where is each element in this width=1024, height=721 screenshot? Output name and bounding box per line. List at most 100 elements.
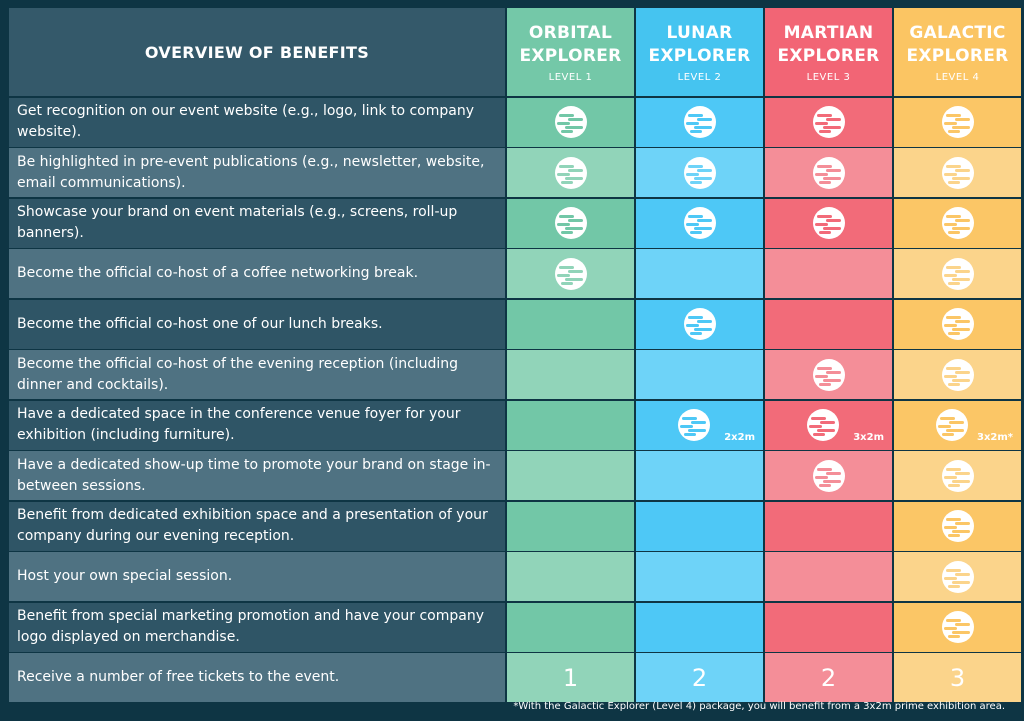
benefit-text: Have a dedicated show-up time to promote… <box>9 451 505 500</box>
planet-icon <box>941 560 975 594</box>
ticket-count-lunar: 2 <box>636 653 763 702</box>
benefit-cell-galactic <box>894 299 1021 349</box>
benefit-text: Get recognition on our event website (e.… <box>9 97 505 147</box>
planet-icon <box>935 408 975 442</box>
planet-icon <box>812 206 846 240</box>
benefit-cell-lunar <box>636 97 763 147</box>
benefit-cell-orbital <box>507 602 634 652</box>
benefit-cell-martian <box>765 148 892 197</box>
benefit-cell-martian <box>765 198 892 248</box>
benefit-cell-lunar <box>636 451 763 500</box>
planet-icon <box>941 459 975 493</box>
level-number: LEVEL 2 <box>677 71 722 83</box>
benefit-cell-lunar <box>636 501 763 551</box>
benefit-text: Showcase your brand on event materials (… <box>9 198 505 248</box>
ticket-count-galactic: 3 <box>894 653 1021 702</box>
level-header-orbital: ORBITAL EXPLORER LEVEL 1 <box>507 8 634 96</box>
planet-icon <box>683 206 717 240</box>
benefit-cell-galactic <box>894 602 1021 652</box>
planet-icon <box>683 307 717 341</box>
planet-icon <box>941 509 975 543</box>
level-name-line1: LUNAR <box>666 22 733 43</box>
benefit-cell-martian <box>765 350 892 399</box>
benefit-text: Be highlighted in pre-event publications… <box>9 148 505 197</box>
level-name-line1: GALACTIC <box>909 22 1006 43</box>
benefit-cell-martian <box>765 501 892 551</box>
benefit-text: Become the official co-host of the eveni… <box>9 350 505 399</box>
level-name-line1: ORBITAL <box>528 22 613 43</box>
benefit-cell-martian <box>765 249 892 298</box>
planet-icon <box>554 257 588 291</box>
planet-icon <box>554 105 588 139</box>
benefit-cell-martian <box>765 299 892 349</box>
benefit-text: Become the official co-host of a coffee … <box>9 249 505 298</box>
benefit-text: Become the official co-host one of our l… <box>9 299 505 349</box>
planet-icon <box>812 156 846 190</box>
benefit-cell-orbital <box>507 299 634 349</box>
planet-icon <box>806 408 846 442</box>
level-name-line1: MARTIAN <box>783 22 874 43</box>
booth-size-note: 3x2m* <box>976 431 1013 443</box>
table-title: OVERVIEW OF BENEFITS <box>9 8 505 96</box>
planet-icon <box>554 156 588 190</box>
ticket-count-orbital: 1 <box>507 653 634 702</box>
benefit-cell-orbital <box>507 501 634 551</box>
planet-icon <box>941 358 975 392</box>
benefit-text: Benefit from special marketing promotion… <box>9 602 505 652</box>
ticket-count-martian: 2 <box>765 653 892 702</box>
planet-icon <box>812 459 846 493</box>
benefit-cell-lunar <box>636 350 763 399</box>
planet-icon <box>677 408 717 442</box>
benefit-text: Benefit from dedicated exhibition space … <box>9 501 505 551</box>
benefit-cell-lunar <box>636 198 763 248</box>
planet-icon <box>941 257 975 291</box>
benefit-cell-galactic <box>894 451 1021 500</box>
benefit-cell-martian: 3x2m <box>765 400 892 450</box>
level-name-line2: EXPLORER <box>519 45 622 66</box>
benefit-cell-orbital <box>507 198 634 248</box>
benefit-cell-martian <box>765 602 892 652</box>
benefit-cell-galactic <box>894 249 1021 298</box>
benefit-text: Host your own special session. <box>9 552 505 601</box>
benefit-cell-orbital <box>507 97 634 147</box>
level-name-line2: EXPLORER <box>777 45 880 66</box>
benefit-cell-orbital <box>507 552 634 601</box>
level-name-line2: EXPLORER <box>906 45 1009 66</box>
planet-icon <box>683 105 717 139</box>
benefit-cell-lunar <box>636 299 763 349</box>
planet-icon <box>554 206 588 240</box>
planet-icon <box>941 610 975 644</box>
level-header-lunar: LUNAR EXPLORER LEVEL 2 <box>636 8 763 96</box>
footnote: *With the Galactic Explorer (Level 4) pa… <box>513 701 1005 712</box>
benefit-text: Have a dedicated space in the conference… <box>9 400 505 450</box>
benefit-cell-orbital <box>507 451 634 500</box>
benefits-table: OVERVIEW OF BENEFITS ORBITAL EXPLORER LEVE… <box>9 8 1021 702</box>
benefit-cell-lunar <box>636 148 763 197</box>
benefit-cell-lunar <box>636 602 763 652</box>
benefit-cell-lunar <box>636 552 763 601</box>
benefit-cell-martian <box>765 97 892 147</box>
benefit-cell-orbital <box>507 249 634 298</box>
benefit-cell-galactic <box>894 501 1021 551</box>
planet-icon <box>941 105 975 139</box>
level-number: LEVEL 3 <box>806 71 851 83</box>
booth-size-note: 2x2m <box>724 431 755 443</box>
level-number: LEVEL 1 <box>548 71 593 83</box>
planet-icon <box>812 105 846 139</box>
level-name-line2: EXPLORER <box>648 45 751 66</box>
planet-icon <box>812 358 846 392</box>
benefit-cell-galactic <box>894 198 1021 248</box>
benefit-cell-lunar: 2x2m <box>636 400 763 450</box>
benefit-cell-lunar <box>636 249 763 298</box>
benefit-cell-galactic <box>894 97 1021 147</box>
level-header-galactic: GALACTIC EXPLORER LEVEL 4 <box>894 8 1021 96</box>
booth-size-note: 3x2m <box>853 431 884 443</box>
benefit-cell-galactic <box>894 552 1021 601</box>
benefit-cell-orbital <box>507 148 634 197</box>
benefit-cell-galactic: 3x2m* <box>894 400 1021 450</box>
benefit-cell-martian <box>765 552 892 601</box>
benefit-cell-orbital <box>507 350 634 399</box>
benefit-cell-galactic <box>894 350 1021 399</box>
level-header-martian: MARTIAN EXPLORER LEVEL 3 <box>765 8 892 96</box>
benefit-cell-galactic <box>894 148 1021 197</box>
